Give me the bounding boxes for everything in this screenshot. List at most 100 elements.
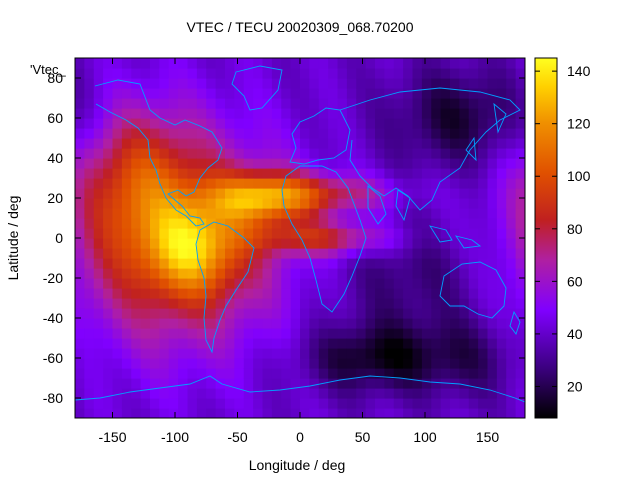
heatmap-cell <box>150 258 160 269</box>
heatmap-cell <box>243 388 254 399</box>
heatmap-cell <box>328 328 339 339</box>
heatmap-cell <box>140 318 151 329</box>
heatmap-cell <box>262 398 273 409</box>
heatmap-cell <box>243 88 254 99</box>
heatmap-cell <box>300 278 310 289</box>
heatmap-cell <box>234 108 245 119</box>
heatmap-cell <box>515 128 525 139</box>
heatmap-cell <box>459 248 470 259</box>
heatmap-cell <box>168 118 179 129</box>
heatmap-cell <box>318 228 329 239</box>
heatmap-cell <box>403 398 414 409</box>
heatmap-cell <box>506 398 517 409</box>
heatmap-cell <box>290 368 301 379</box>
heatmap-cell <box>225 198 235 209</box>
heatmap-cell <box>440 108 451 119</box>
heatmap-cell <box>300 68 310 79</box>
heatmap-cell <box>75 128 85 139</box>
heatmap-cell <box>468 298 479 309</box>
heatmap-cell <box>496 168 507 179</box>
heatmap-cell <box>112 268 123 279</box>
heatmap-cell <box>168 328 179 339</box>
heatmap-cell <box>103 318 114 329</box>
heatmap-cell <box>375 338 385 349</box>
heatmap-cell <box>75 238 85 249</box>
heatmap-cell <box>103 168 114 179</box>
heatmap-cell <box>75 388 85 399</box>
heatmap-cell <box>384 88 395 99</box>
heatmap-cell <box>496 358 507 369</box>
heatmap-cell <box>412 398 423 409</box>
heatmap-cell <box>300 288 310 299</box>
heatmap-cell <box>403 378 414 389</box>
heatmap-cell <box>93 248 104 259</box>
heatmap-cell <box>431 88 442 99</box>
heatmap-cell <box>421 148 432 159</box>
heatmap-cell <box>356 208 367 219</box>
heatmap-cell <box>515 348 525 359</box>
heatmap-cell <box>121 348 132 359</box>
heatmap-cell <box>168 298 179 309</box>
heatmap-cell <box>121 178 132 189</box>
heatmap-cell <box>309 408 320 418</box>
heatmap-cell <box>375 158 385 169</box>
heatmap-cell <box>412 158 423 169</box>
heatmap-cell <box>206 378 217 389</box>
heatmap-cell <box>215 398 226 409</box>
heatmap-cell <box>356 58 367 69</box>
heatmap-cell <box>290 148 301 159</box>
heatmap-cell <box>262 188 273 199</box>
heatmap-cell <box>365 138 376 149</box>
heatmap-cell <box>375 378 385 389</box>
heatmap-cell <box>262 328 273 339</box>
heatmap-cell <box>403 328 414 339</box>
heatmap-cell <box>93 288 104 299</box>
heatmap-cell <box>393 278 404 289</box>
heatmap-cell <box>150 68 160 79</box>
heatmap-cell <box>103 398 114 409</box>
heatmap-cell <box>468 318 479 329</box>
heatmap-cell <box>121 228 132 239</box>
heatmap-cell <box>356 118 367 129</box>
heatmap-cell <box>234 128 245 139</box>
heatmap-cell <box>421 188 432 199</box>
heatmap-cell <box>478 348 489 359</box>
heatmap-cell <box>440 368 451 379</box>
y-tick-label: 80 <box>47 70 63 86</box>
heatmap-cell <box>412 98 423 109</box>
heatmap-cell <box>346 218 357 229</box>
heatmap-cell <box>196 258 207 269</box>
heatmap-cell <box>328 268 339 279</box>
heatmap-cell <box>262 368 273 379</box>
heatmap-cell <box>440 248 451 259</box>
heatmap-cell <box>75 188 85 199</box>
heatmap-cell <box>121 98 132 109</box>
heatmap-cell <box>75 58 85 69</box>
heatmap-cell <box>356 258 367 269</box>
heatmap-cell <box>346 68 357 79</box>
heatmap-cell <box>112 328 123 339</box>
heatmap-cell <box>281 288 292 299</box>
heatmap-cell <box>187 128 198 139</box>
heatmap-cell <box>281 178 292 189</box>
heatmap-cell <box>450 218 460 229</box>
heatmap-cell <box>478 198 489 209</box>
heatmap-cell <box>159 138 170 149</box>
heatmap-cell <box>440 358 451 369</box>
heatmap-cell <box>290 88 301 99</box>
heatmap-cell <box>75 328 85 339</box>
heatmap-cell <box>112 368 123 379</box>
heatmap-cell <box>262 268 273 279</box>
heatmap-cell <box>271 98 282 109</box>
heatmap-cell <box>159 358 170 369</box>
heatmap-cell <box>337 288 348 299</box>
heatmap-cell <box>356 388 367 399</box>
heatmap-cell <box>112 108 123 119</box>
heatmap-cell <box>431 298 442 309</box>
heatmap-cell <box>468 278 479 289</box>
heatmap-cell <box>234 188 245 199</box>
heatmap-cell <box>318 58 329 69</box>
heatmap-cell <box>375 168 385 179</box>
